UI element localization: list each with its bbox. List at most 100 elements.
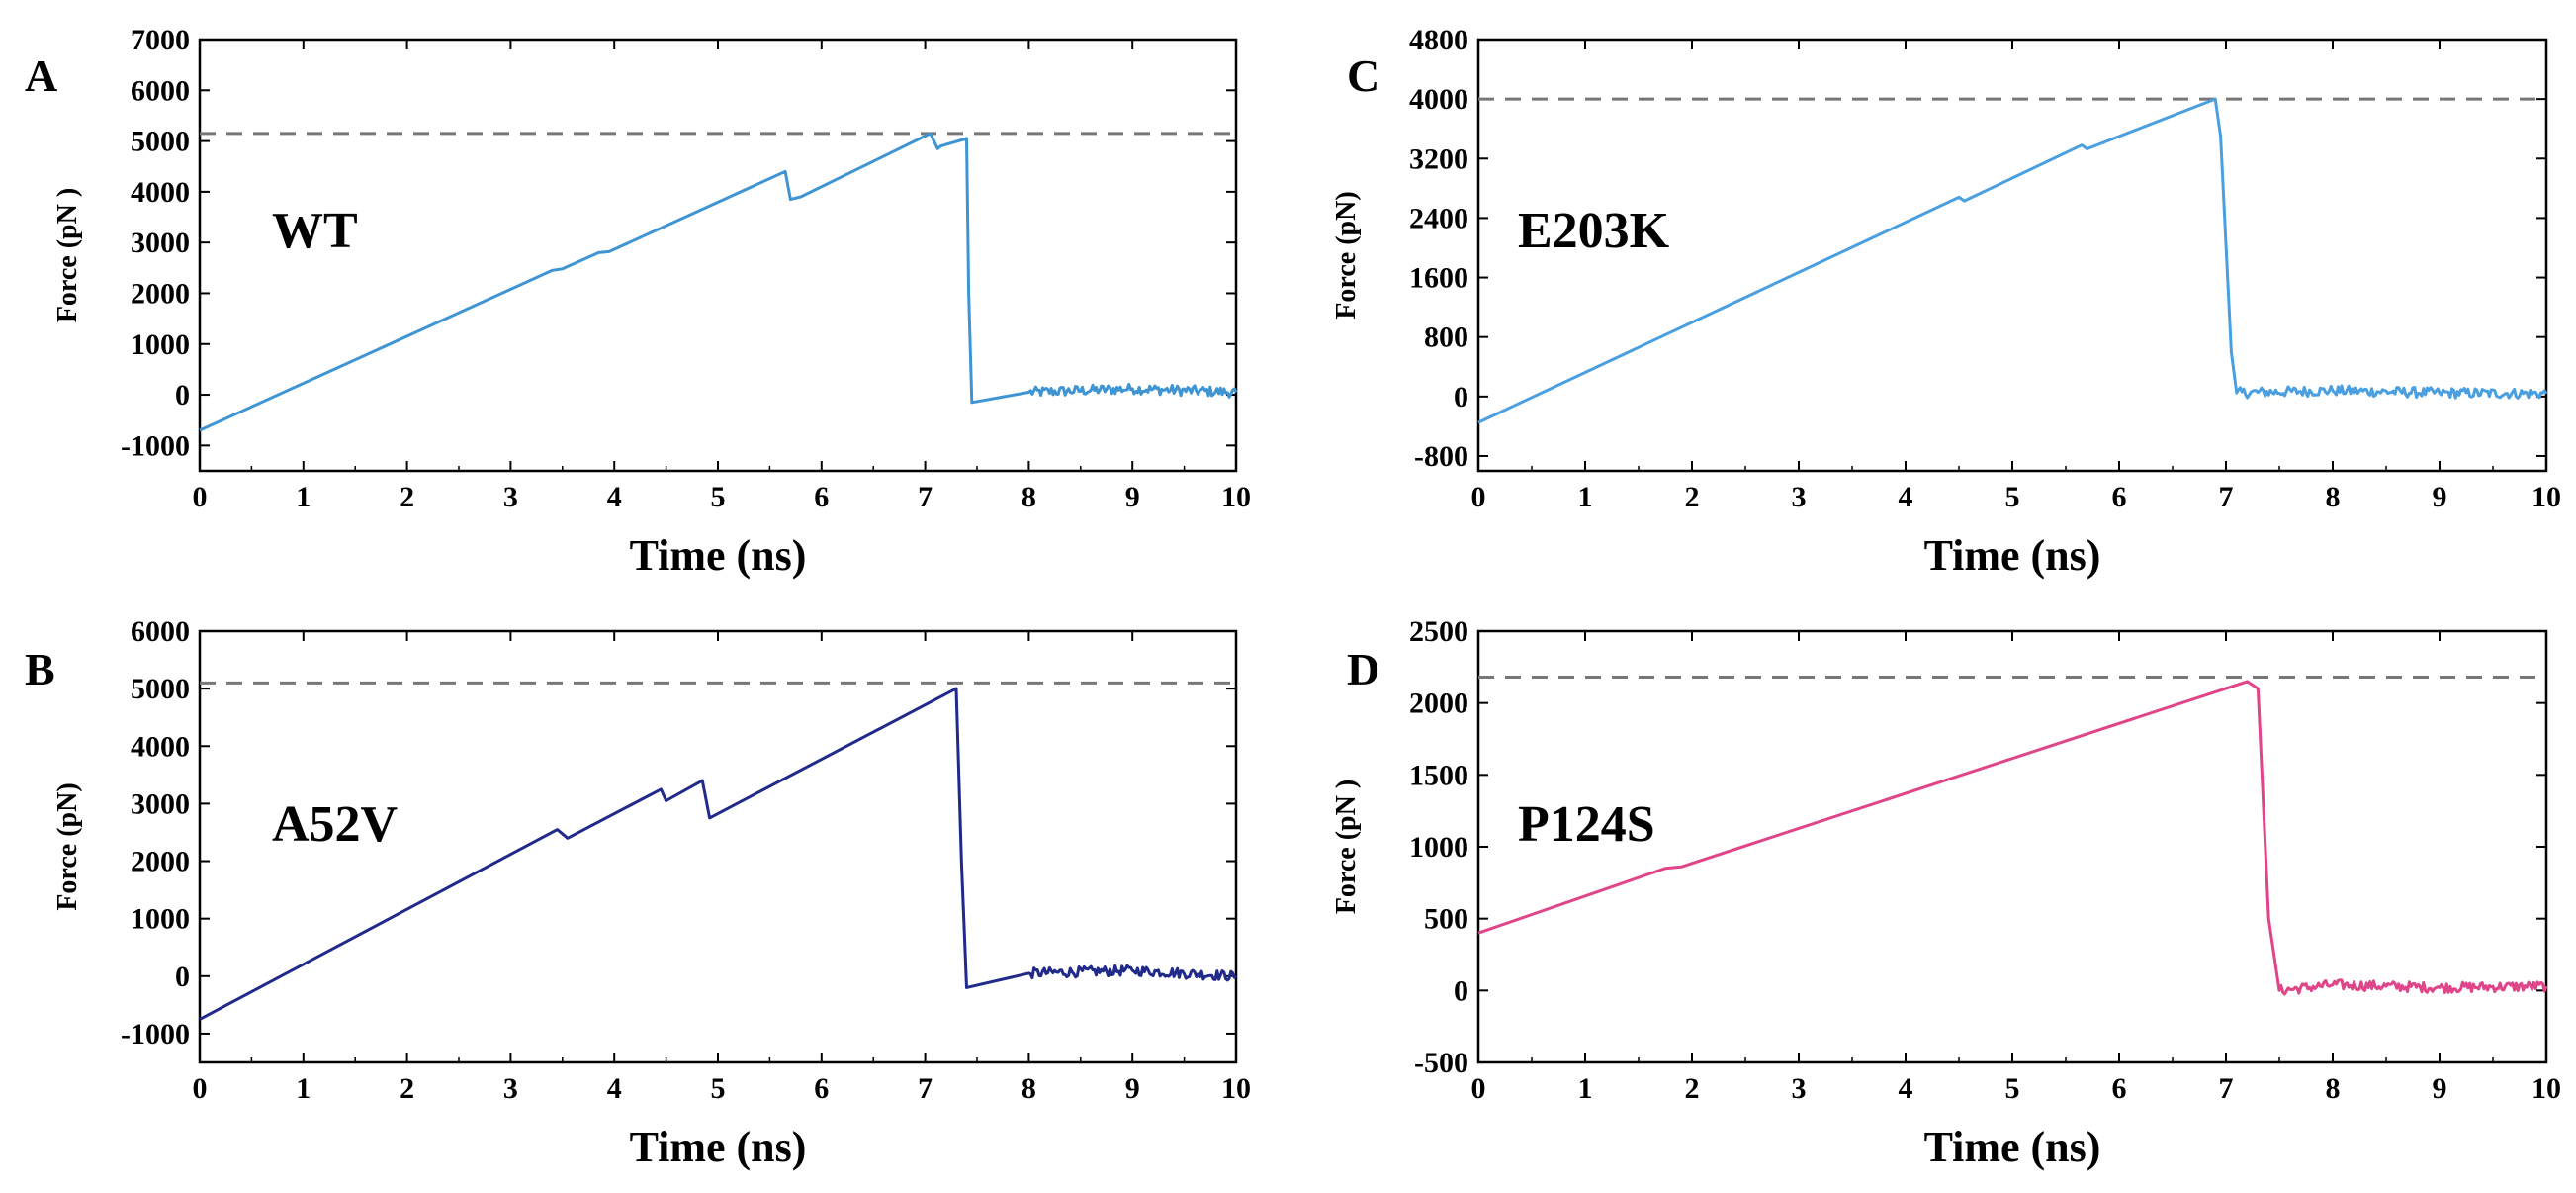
chart-b-y-tick-label: 6000 (131, 615, 190, 648)
chart-d-x-tick-label: 3 (1792, 1072, 1807, 1105)
chart-d-x-tick-label: 2 (1685, 1072, 1700, 1105)
chart-a-y-tick-label: 4000 (131, 176, 190, 209)
chart-d-series-line (1477, 680, 2548, 996)
chart-d-x-tick-label: 6 (2112, 1072, 2127, 1105)
chart-c-x-tick-label: 0 (1471, 481, 1486, 513)
chart-c-x-tick-label: 2 (1685, 481, 1700, 513)
chart-a-y-tick-label: 5000 (131, 126, 190, 158)
chart-c-x-tick-label: 10 (2532, 481, 2561, 513)
chart-c-x-tick-label: 9 (2433, 481, 2447, 513)
chart-d: 0 1 2 3 4 5 6 7 8 9 10-50005001000150020002500Time… (1331, 615, 2561, 1171)
chart-a-y-tick-label: -1000 (121, 429, 190, 462)
chart-c-x-tick-label: 8 (2326, 481, 2341, 513)
chart-b-x-tick-label: 10 (1221, 1072, 1251, 1105)
chart-d-y-tick-label: 500 (1424, 903, 1468, 936)
chart-c-y-tick-label: 4800 (1409, 24, 1468, 56)
chart-d-y-tick-label: 2000 (1409, 688, 1468, 720)
chart-b-x-tick-label: 7 (918, 1072, 933, 1105)
chart-a-x-tick-label: 9 (1125, 481, 1140, 513)
chart-c-y-tick-label: 1600 (1409, 262, 1468, 295)
chart-a-x-tick-label: 2 (400, 481, 414, 513)
chart-c-y-tick-label: 800 (1424, 321, 1468, 354)
chart-a-y-tick-label: 1000 (131, 328, 190, 361)
chart-c: 0 1 2 3 4 5 6 7 8 9 10-800080016002400320040004800… (1331, 24, 2561, 580)
chart-b-mutant-label: A52V (272, 796, 398, 853)
chart-d-y-tick-label: -500 (1414, 1047, 1468, 1079)
chart-d-y-tick-label: 0 (1454, 974, 1468, 1007)
chart-d-x-tick-label: 10 (2532, 1072, 2561, 1105)
chart-d-x-axis-title: Time (ns) (1924, 1123, 2101, 1171)
chart-d-x-tick-label: 9 (2433, 1072, 2447, 1105)
chart-b-x-tick-label: 0 (193, 1072, 208, 1105)
chart-c-x-tick-label: 3 (1792, 481, 1807, 513)
chart-a-x-tick-label: 0 (193, 481, 208, 513)
chart-a-series-line (199, 132, 1238, 432)
chart-a: 0 1 2 3 4 5 6 7 8 9 10-100001000200030004000500060… (25, 24, 1251, 580)
chart-b: 0 1 2 3 4 5 6 7 8 9 10-100001000200030004000500060… (25, 615, 1251, 1171)
chart-d-x-tick-label: 4 (1899, 1072, 1913, 1105)
chart-a-x-tick-label: 7 (918, 481, 933, 513)
chart-c-mutant-label: E203K (1518, 203, 1670, 259)
chart-b-x-tick-label: 5 (711, 1072, 726, 1105)
chart-b-x-axis-title: Time (ns) (630, 1123, 807, 1171)
chart-a-y-tick-label: 2000 (131, 277, 190, 310)
chart-b-y-tick-label: 3000 (131, 787, 190, 820)
chart-c-y-tick-label: 3200 (1409, 142, 1468, 175)
chart-a-x-tick-label: 3 (503, 481, 518, 513)
chart-b-x-tick-label: 9 (1125, 1072, 1140, 1105)
chart-c-x-tick-label: 5 (2005, 481, 2020, 513)
chart-d-x-tick-label: 5 (2005, 1072, 2020, 1105)
chart-b-y-tick-label: 2000 (131, 846, 190, 878)
chart-c-panel-letter: C (1347, 50, 1379, 101)
chart-c-y-tick-label: 0 (1454, 381, 1468, 413)
chart-a-y-tick-label: 3000 (131, 227, 190, 259)
chart-b-y-tick-label: 5000 (131, 673, 190, 705)
chart-b-x-tick-label: 1 (296, 1072, 311, 1105)
chart-d-x-tick-label: 8 (2326, 1072, 2341, 1105)
chart-d-y-tick-label: 2500 (1409, 615, 1468, 648)
chart-b-x-tick-label: 3 (503, 1072, 518, 1105)
chart-d-panel-letter: D (1347, 644, 1379, 694)
chart-d-mutant-label: P124S (1518, 796, 1655, 853)
chart-a-panel-letter: A (25, 50, 57, 101)
chart-a-y-tick-label: 6000 (131, 74, 190, 107)
chart-c-y-axis-title: Force (pN) (1331, 191, 1362, 319)
chart-c-y-tick-label: 2400 (1409, 202, 1468, 234)
chart-b-x-tick-label: 2 (400, 1072, 414, 1105)
chart-d-y-tick-label: 1000 (1409, 831, 1468, 864)
chart-c-series-line (1477, 97, 2548, 424)
chart-c-x-axis-title: Time (ns) (1924, 531, 2101, 580)
chart-a-x-tick-label: 10 (1221, 481, 1251, 513)
chart-b-y-tick-label: 1000 (131, 903, 190, 936)
chart-b-x-tick-label: 4 (607, 1072, 622, 1105)
chart-c-y-tick-label: -800 (1414, 440, 1468, 473)
chart-b-x-tick-label: 8 (1022, 1072, 1036, 1105)
chart-a-y-tick-label: 7000 (131, 24, 190, 56)
chart-a-x-axis-title: Time (ns) (630, 531, 807, 580)
chart-c-x-tick-label: 4 (1899, 481, 1913, 513)
chart-b-y-tick-label: -1000 (121, 1018, 190, 1051)
chart-d-x-tick-label: 7 (2219, 1072, 2234, 1105)
chart-d-y-axis-title: Force (pN ) (1331, 780, 1362, 914)
chart-b-y-axis-title: Force (pN) (52, 782, 83, 910)
chart-a-mutant-label: WT (272, 203, 358, 259)
chart-b-y-tick-label: 4000 (131, 730, 190, 763)
chart-a-y-axis-title: Force (pN ) (52, 188, 83, 322)
chart-c-x-tick-label: 7 (2219, 481, 2234, 513)
chart-c-y-tick-label: 4000 (1409, 83, 1468, 116)
chart-c-x-tick-label: 6 (2112, 481, 2127, 513)
chart-d-y-tick-label: 1500 (1409, 759, 1468, 791)
chart-d-x-tick-label: 0 (1471, 1072, 1486, 1105)
chart-a-x-tick-label: 5 (711, 481, 726, 513)
chart-a-x-tick-label: 4 (607, 481, 622, 513)
chart-a-x-tick-label: 1 (296, 481, 311, 513)
chart-a-x-tick-label: 6 (814, 481, 829, 513)
chart-a-x-tick-label: 8 (1022, 481, 1036, 513)
chart-b-series-line (199, 687, 1237, 1021)
chart-b-x-tick-label: 6 (814, 1072, 829, 1105)
chart-d-x-tick-label: 1 (1578, 1072, 1593, 1105)
chart-b-panel-letter: B (25, 644, 55, 694)
chart-b-y-tick-label: 0 (175, 961, 190, 993)
chart-c-x-tick-label: 1 (1578, 481, 1593, 513)
